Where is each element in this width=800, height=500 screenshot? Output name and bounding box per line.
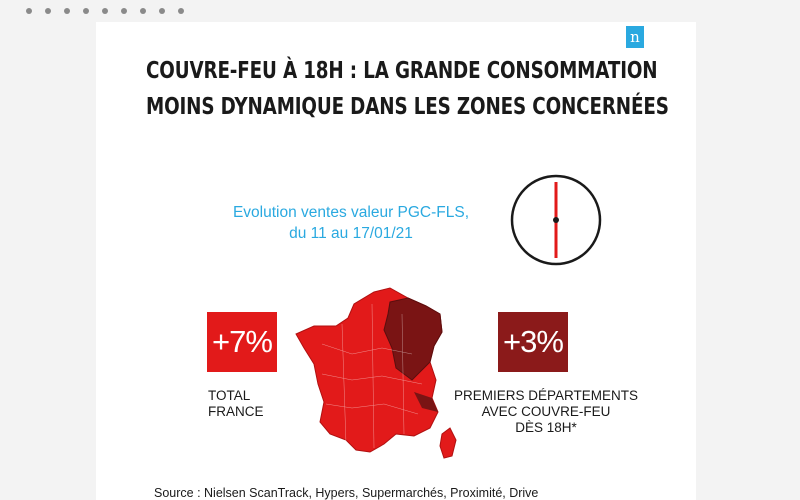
window-dots <box>26 8 184 14</box>
page-title: COUVRE-FEU À 18H : LA GRANDE CONSOMMATIO… <box>146 52 669 124</box>
subtitle-line-2: du 11 au 17/01/21 <box>289 225 413 242</box>
clock-icon <box>510 174 602 266</box>
window-dot <box>102 8 108 14</box>
window-dot <box>159 8 165 14</box>
curfew-label-line-2: AVEC COUVRE-FEU <box>481 404 611 419</box>
title-line-2: MOINS DYNAMIQUE DANS LES ZONES CONCERNÉE… <box>146 92 669 120</box>
total-france-label: TOTAL FRANCE <box>208 388 298 420</box>
subtitle-line-1: Evolution ventes valeur PGC-FLS, <box>232 204 470 221</box>
total-france-badge: +7% <box>207 312 277 372</box>
title-line-1: COUVRE-FEU À 18H : LA GRANDE CONSOMMATIO… <box>146 56 658 84</box>
total-label-line-2: FRANCE <box>208 404 264 419</box>
source-note: Source : Nielsen ScanTrack, Hypers, Supe… <box>154 486 539 500</box>
france-map-icon <box>295 287 457 459</box>
window-dot <box>83 8 89 14</box>
window-dot <box>121 8 127 14</box>
curfew-departments-label: PREMIERS DÉPARTEMENTS AVEC COUVRE-FEU DÈ… <box>446 388 646 436</box>
curfew-label-line-1: PREMIERS DÉPARTEMENTS <box>453 388 639 403</box>
window-dot <box>26 8 32 14</box>
infographic-card: n COUVRE-FEU À 18H : LA GRANDE CONSOMMAT… <box>96 22 696 500</box>
curfew-departments-badge: +3% <box>498 312 568 372</box>
subtitle: Evolution ventes valeur PGC-FLS, du 11 a… <box>216 202 486 244</box>
total-label-line-1: TOTAL <box>208 388 251 403</box>
window-dot <box>178 8 184 14</box>
curfew-label-line-3: DÈS 18H* <box>515 420 577 435</box>
window-dot <box>140 8 146 14</box>
window-dot <box>45 8 51 14</box>
nielsen-logo: n <box>626 26 644 48</box>
window-dot <box>64 8 70 14</box>
